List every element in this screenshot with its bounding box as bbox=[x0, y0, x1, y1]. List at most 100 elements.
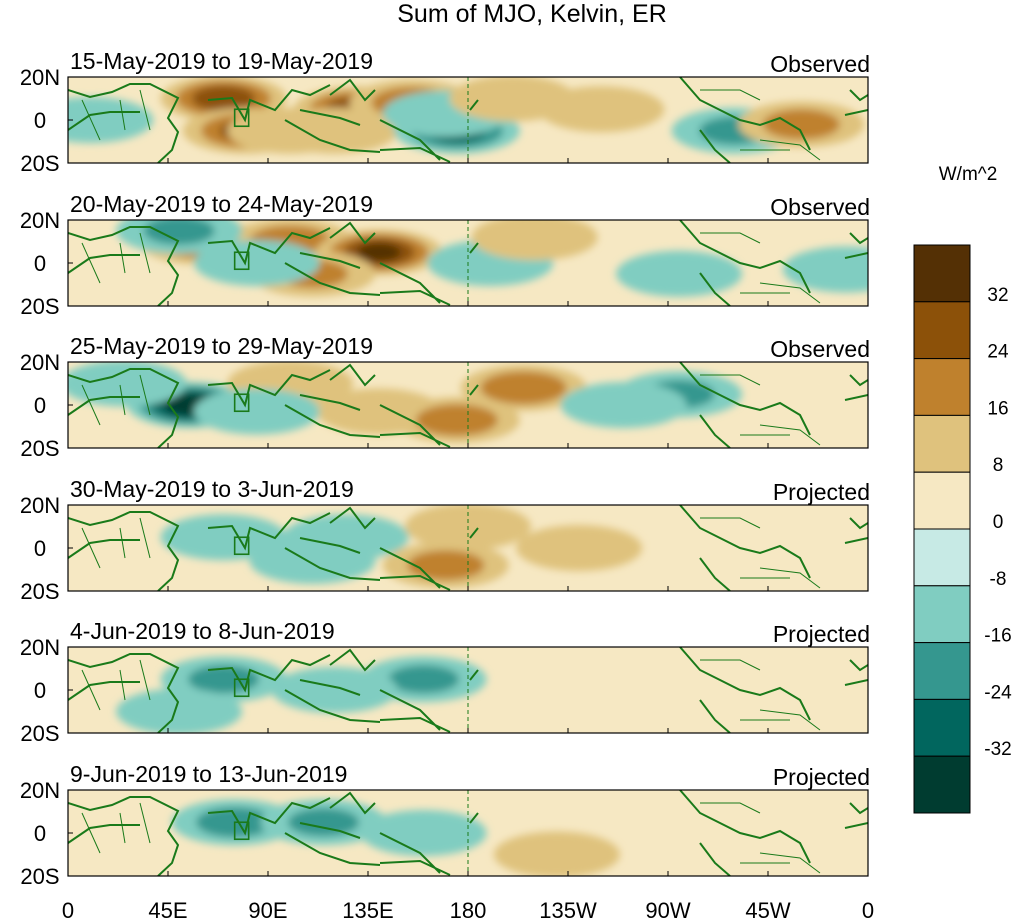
anomaly-mark bbox=[193, 388, 320, 435]
panel-status: Projected bbox=[773, 764, 870, 790]
anomaly-mark bbox=[271, 107, 398, 154]
y-tick-label: 0 bbox=[34, 108, 46, 133]
anomaly-mark bbox=[415, 404, 498, 436]
country-borders bbox=[81, 232, 821, 304]
panel-date-range: 9-Jun-2019 to 13-Jun-2019 bbox=[70, 761, 347, 787]
panel-status: Observed bbox=[770, 51, 870, 77]
colorbar-swatch bbox=[913, 642, 971, 700]
anomaly-mark bbox=[160, 514, 287, 561]
panel-date-range: 4-Jun-2019 to 8-Jun-2019 bbox=[70, 618, 335, 644]
country-borders bbox=[81, 517, 821, 589]
x-tick-label: 45W bbox=[745, 898, 790, 922]
colorbar-units: W/m^2 bbox=[939, 164, 998, 185]
anomaly-mark bbox=[493, 831, 620, 876]
panel-status: Observed bbox=[770, 336, 870, 362]
reference-box bbox=[233, 536, 250, 556]
anomaly-mark bbox=[616, 250, 743, 297]
anomaly-mark bbox=[143, 220, 215, 245]
y-tick-label: 20S bbox=[20, 294, 59, 319]
country-borders bbox=[81, 659, 821, 731]
x-tick-label: 45E bbox=[148, 898, 187, 922]
y-tick-label: 20N bbox=[20, 635, 60, 660]
x-tick-label: 90W bbox=[645, 898, 690, 922]
y-tick-label: 0 bbox=[34, 821, 46, 846]
figure-title: Sum of MJO, Kelvin, ER bbox=[397, 0, 667, 28]
coastline bbox=[68, 77, 868, 163]
colorbar-tick-label: -32 bbox=[984, 739, 1011, 760]
colorbar-swatch bbox=[913, 528, 971, 587]
anomaly-mark bbox=[538, 86, 665, 133]
y-tick-label: 20S bbox=[20, 864, 59, 889]
panel-date-range: 15-May-2019 to 19-May-2019 bbox=[70, 48, 373, 74]
country-borders bbox=[81, 374, 821, 446]
anomaly-mark bbox=[388, 665, 460, 694]
x-tick-label: 90E bbox=[248, 898, 287, 922]
map-panel: 20N 0 20S 30-May-2019 to 3-Jun-2019 Projecte… bbox=[20, 476, 870, 604]
anomaly-mark bbox=[271, 667, 398, 713]
y-tick-label: 20S bbox=[20, 579, 59, 604]
coastline bbox=[68, 362, 868, 448]
anomaly-mark bbox=[782, 246, 868, 293]
colorbar-swatch bbox=[913, 414, 971, 473]
anomaly-mark bbox=[288, 808, 360, 837]
colorbar-tick-label: 16 bbox=[987, 398, 1008, 419]
map-panel: 20N 0 20S 9-Jun-2019 to 13-Jun-2019 Projecte… bbox=[20, 761, 870, 889]
anomaly-mark bbox=[360, 810, 487, 856]
y-tick-label: 20S bbox=[20, 151, 59, 176]
panel-status: Observed bbox=[770, 194, 870, 220]
anomaly-mark bbox=[407, 550, 485, 581]
colorbar-tick-label: -8 bbox=[990, 569, 1007, 590]
country-borders bbox=[81, 89, 821, 161]
anomaly-field bbox=[68, 505, 868, 591]
colorbar-swatch bbox=[913, 698, 971, 757]
colorbar-swatch bbox=[913, 358, 971, 416]
anomaly-mark bbox=[68, 97, 154, 143]
y-tick-label: 0 bbox=[34, 393, 46, 418]
colorbar-tick-label: 0 bbox=[993, 512, 1004, 533]
y-tick-label: 0 bbox=[34, 536, 46, 561]
longitude-axis: 0 45E 90E 135E 180 135W 90W 45W 0 bbox=[62, 898, 874, 922]
y-tick-label: 20S bbox=[20, 436, 59, 461]
y-tick-label: 20N bbox=[20, 350, 60, 375]
anomaly-mark bbox=[560, 382, 687, 428]
panel-status: Projected bbox=[773, 621, 870, 647]
colorbar-tick-label: 8 bbox=[993, 455, 1004, 476]
anomaly-mark bbox=[471, 220, 598, 261]
anomaly-field bbox=[68, 647, 868, 733]
anomaly-field bbox=[68, 77, 868, 163]
anomaly-field bbox=[68, 362, 868, 448]
reference-box bbox=[233, 251, 250, 271]
x-tick-label: 0 bbox=[862, 898, 874, 922]
colorbar-tick-label: 24 bbox=[987, 342, 1009, 363]
reference-box bbox=[233, 393, 250, 413]
x-tick-label: 135E bbox=[342, 898, 393, 922]
y-tick-label: 20N bbox=[20, 208, 60, 233]
anomaly-mark bbox=[116, 688, 243, 733]
coastline bbox=[68, 220, 868, 306]
anomaly-mark bbox=[68, 362, 187, 407]
map-panel: 20N 0 20S 15-May-2019 to 19-May-2019 Observe… bbox=[20, 48, 870, 176]
map-panel: 20N 0 20S 4-Jun-2019 to 8-Jun-2019 Projected bbox=[20, 618, 870, 746]
x-tick-label: 180 bbox=[450, 898, 487, 922]
panel-status: Projected bbox=[773, 479, 870, 505]
colorbar-swatch bbox=[913, 244, 971, 303]
reference-box bbox=[233, 678, 250, 698]
panel-date-range: 30-May-2019 to 3-Jun-2019 bbox=[70, 476, 354, 502]
colorbar-swatch bbox=[913, 585, 971, 644]
anomaly-mark bbox=[480, 371, 567, 405]
anomaly-field bbox=[68, 220, 868, 306]
map-panel: 20N 0 20S 25-May-2019 to 29-May-2019 Observe… bbox=[20, 333, 870, 461]
colorbar-tick-label: -16 bbox=[984, 626, 1011, 647]
y-tick-label: 20N bbox=[20, 65, 60, 90]
x-tick-label: 135W bbox=[539, 898, 597, 922]
reference-box bbox=[233, 108, 250, 128]
anomaly-field bbox=[68, 790, 868, 876]
anomaly-mark bbox=[249, 537, 376, 584]
map-panels: 20N 0 20S 15-May-2019 to 19-May-2019 Observe… bbox=[20, 48, 870, 889]
x-tick-label: 0 bbox=[62, 898, 74, 922]
country-borders bbox=[81, 802, 821, 874]
coastline bbox=[68, 505, 868, 591]
map-panel: 20N 0 20S 20-May-2019 to 24-May-2019 Observe… bbox=[20, 191, 870, 319]
anomaly-mark bbox=[516, 525, 643, 571]
